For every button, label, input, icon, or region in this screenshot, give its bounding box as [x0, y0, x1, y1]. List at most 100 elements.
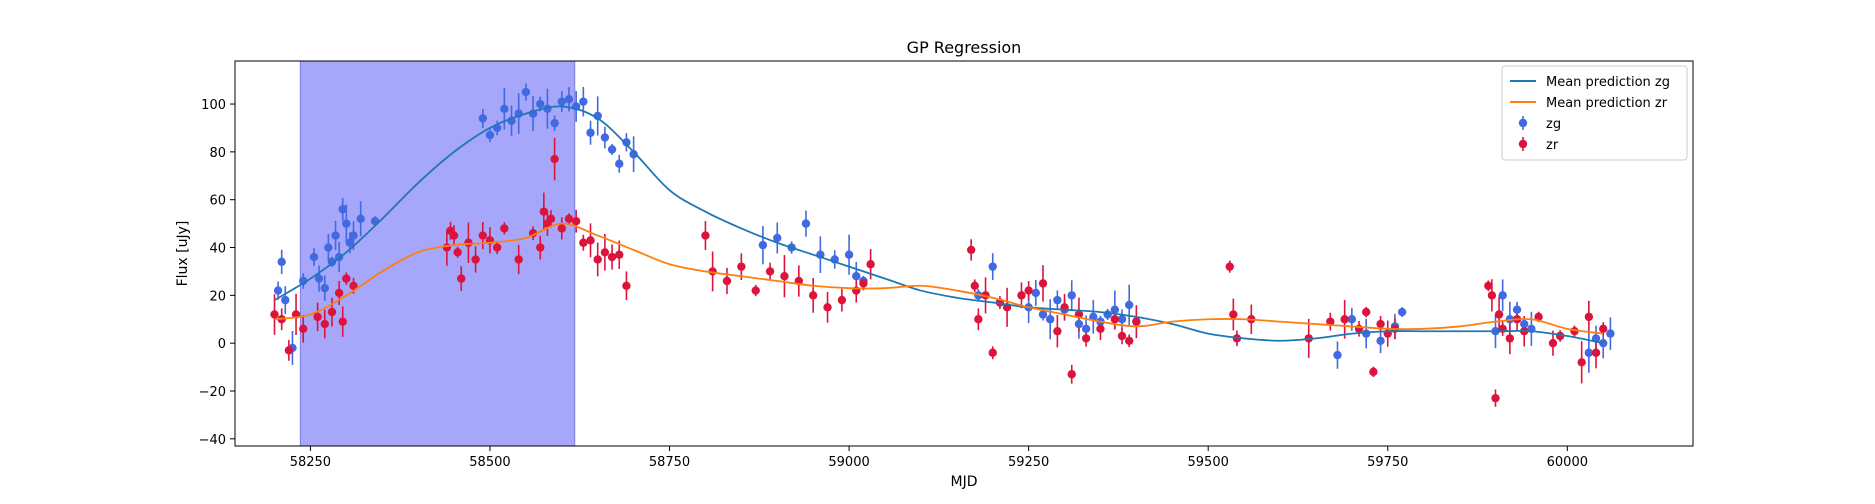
point-zr	[751, 286, 760, 295]
legend-marker-swatch	[1518, 139, 1528, 149]
line-zg	[274, 105, 1604, 345]
point-zg	[1606, 329, 1615, 338]
point-zg	[356, 214, 365, 224]
point-zr	[866, 260, 875, 269]
axes-frame	[234, 60, 1694, 447]
chart-title: GP Regression	[907, 38, 1022, 57]
line-zr	[274, 222, 1604, 335]
point-zr	[299, 324, 308, 334]
x-tick-label: 60000	[1547, 455, 1588, 470]
point-zr	[1484, 281, 1493, 290]
point-zr	[1591, 348, 1601, 357]
point-zr	[442, 243, 452, 252]
lines-layer	[274, 105, 1604, 345]
point-zg	[622, 138, 631, 147]
point-zg	[273, 286, 283, 295]
point-zg	[521, 87, 531, 97]
point-zr	[615, 250, 624, 259]
point-zr	[1599, 324, 1608, 334]
point-zg	[550, 118, 559, 128]
x-tick-label: 59500	[1188, 455, 1229, 470]
point-zr	[313, 312, 322, 322]
legend-label: Mean prediction zr	[1546, 96, 1668, 111]
point-zg	[1512, 305, 1522, 314]
point-zr	[338, 317, 347, 326]
point-zg	[564, 95, 574, 104]
x-tick-label: 59000	[828, 455, 869, 470]
point-zg	[844, 250, 854, 259]
legend-label: zg	[1546, 117, 1561, 132]
point-zr	[349, 281, 358, 290]
point-zr	[1081, 334, 1091, 343]
point-zg	[324, 243, 333, 252]
point-zr	[823, 303, 832, 312]
legend: Mean prediction zg Mean prediction zr zg zr	[1501, 65, 1688, 161]
point-zr	[1548, 338, 1558, 348]
point-zr	[593, 255, 602, 264]
point-zg	[988, 262, 997, 271]
point-zg	[342, 219, 351, 228]
point-zr	[1017, 291, 1026, 300]
point-zr	[270, 310, 279, 319]
point-zr	[1053, 327, 1062, 336]
point-zr	[564, 214, 574, 224]
y-axis-label: Flux [uJy]	[175, 221, 191, 287]
point-zr	[1124, 336, 1134, 345]
point-zg	[1089, 312, 1098, 322]
point-zr	[1340, 315, 1349, 324]
point-zg	[338, 205, 347, 214]
point-zr	[514, 255, 523, 264]
point-zr	[1505, 334, 1515, 343]
point-zr	[1225, 262, 1234, 271]
point-zg	[331, 231, 340, 240]
point-zr	[622, 281, 631, 290]
point-zg	[801, 219, 811, 228]
point-zg	[586, 128, 595, 137]
point-zg	[1347, 315, 1357, 324]
point-zr	[546, 214, 556, 224]
point-zr	[1491, 393, 1500, 403]
point-zr	[1132, 317, 1141, 326]
y-tick-label: 100	[201, 98, 226, 113]
point-zg	[615, 159, 624, 169]
point-zr	[586, 236, 595, 245]
point-zg	[478, 114, 487, 123]
point-zr	[737, 262, 746, 271]
point-zg	[852, 272, 861, 281]
x-tick-label: 58500	[469, 455, 510, 470]
legend-label: zr	[1546, 138, 1559, 153]
point-zr	[780, 272, 789, 281]
point-zr	[471, 255, 480, 264]
point-zg	[629, 150, 638, 159]
y-tick-label: 40	[209, 242, 226, 257]
point-zg	[1362, 329, 1371, 338]
point-zr	[1534, 312, 1543, 322]
point-zg	[758, 240, 768, 250]
point-zg	[1045, 315, 1055, 324]
point-zg	[349, 231, 358, 240]
point-zg	[1397, 307, 1407, 317]
point-zr	[600, 248, 610, 257]
point-zr	[550, 154, 559, 164]
x-tick-label: 58250	[290, 455, 331, 470]
point-zg	[1110, 305, 1120, 314]
point-zg	[314, 274, 324, 283]
point-zr	[970, 281, 979, 290]
point-zr	[1067, 370, 1076, 379]
point-zg	[1067, 291, 1076, 300]
points-layer	[270, 87, 1615, 403]
point-zr	[320, 319, 329, 329]
point-zr	[453, 248, 462, 257]
point-zg	[500, 104, 509, 114]
y-tick-label: 80	[209, 146, 226, 161]
point-zg	[1074, 319, 1084, 329]
point-zr	[492, 243, 502, 252]
point-zr	[327, 307, 337, 317]
point-zr	[1584, 312, 1594, 322]
point-zr	[974, 315, 983, 324]
x-tick-label: 59250	[1008, 455, 1049, 470]
point-zg	[773, 233, 782, 243]
legend-label: Mean prediction zg	[1546, 75, 1670, 90]
point-zr	[765, 267, 775, 276]
